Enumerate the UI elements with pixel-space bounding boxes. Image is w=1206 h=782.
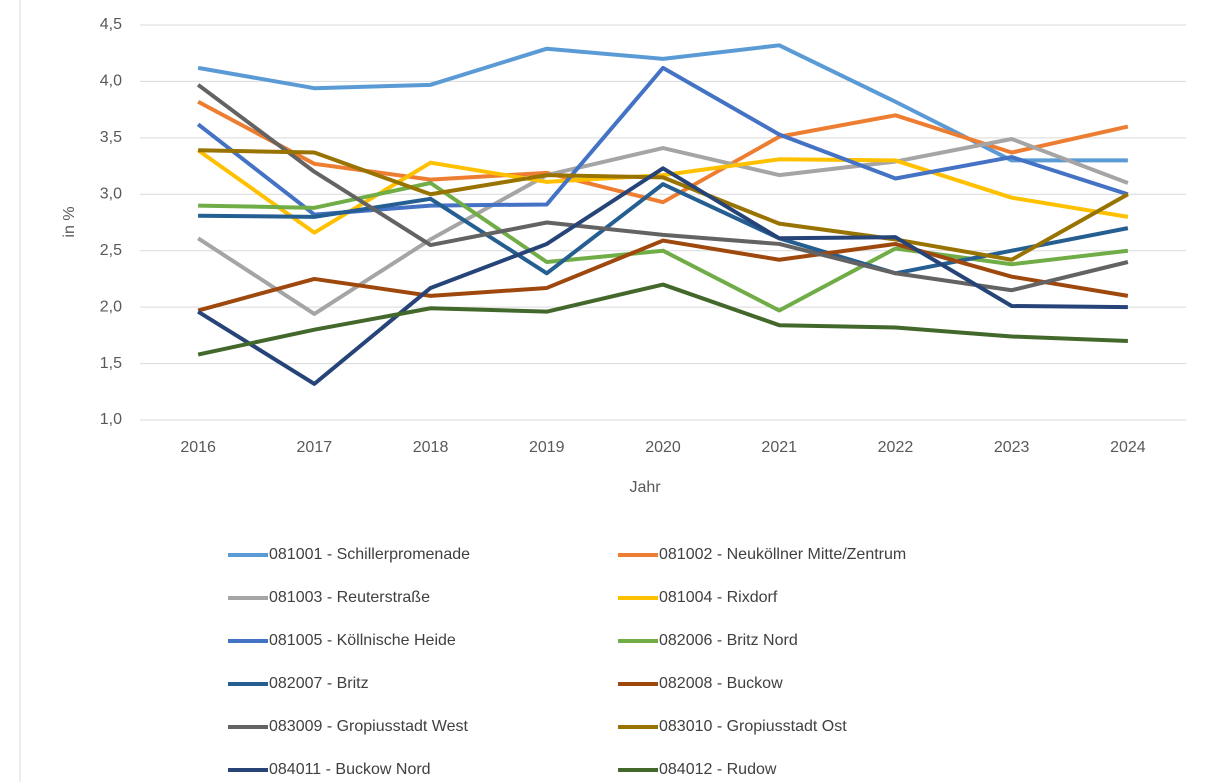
series-line	[198, 182, 1129, 276]
legend-label: 081001 - Schillerpromenade	[269, 546, 470, 563]
legend-label: 082006 - Britz Nord	[659, 632, 798, 649]
legend-label: 083010 - Gropiusstadt Ost	[659, 718, 847, 735]
y-tick-label: 1,0	[100, 411, 122, 428]
legend: 081001 - Schillerpromenade 081002 - Neukö…	[228, 546, 906, 778]
x-tick-label: 2023	[994, 439, 1030, 456]
series-line	[197, 136, 1129, 316]
y-tick-label: 4,5	[100, 16, 122, 33]
x-tick-label: 2019	[529, 439, 565, 456]
x-axis-label: Jahr	[629, 479, 661, 496]
series-line	[196, 65, 1129, 217]
x-tick-label: 2017	[297, 439, 333, 456]
legend-label: 083009 - Gropiusstadt West	[269, 718, 468, 735]
y-tick-label: 2,5	[100, 242, 122, 259]
series-line	[197, 238, 1129, 313]
legend-label: 081003 - Reuterstraße	[269, 589, 430, 606]
legend-label: 081002 - Neuköllner Mitte/Zentrum	[659, 546, 906, 563]
series-line	[198, 148, 1129, 262]
series-line	[197, 282, 1128, 357]
x-tick-label: 2024	[1110, 439, 1146, 456]
y-tick-label: 1,5	[100, 355, 122, 372]
x-tick-label: 2020	[645, 439, 681, 456]
legend-label: 084012 - Rudow	[659, 761, 777, 778]
x-tick-label: 2018	[413, 439, 449, 456]
legend-label: 082007 - Britz	[269, 675, 369, 692]
series-line	[197, 99, 1129, 205]
legend-label: 084011 - Buckow Nord	[269, 761, 431, 778]
series-line	[197, 166, 1128, 386]
legend-label: 082008 - Buckow	[659, 675, 783, 692]
legend-label: 081005 - Köllnische Heide	[269, 632, 456, 649]
y-tick-label: 4,0	[100, 73, 122, 90]
y-axis-label: in %	[61, 206, 78, 237]
y-tick-label: 2,0	[100, 298, 122, 315]
x-tick-label: 2022	[878, 439, 914, 456]
x-tick-label: 2021	[761, 439, 797, 456]
y-tick-label: 3,0	[100, 186, 122, 203]
legend-label: 081004 - Rixdorf	[659, 589, 778, 606]
y-tick-label: 3,5	[100, 129, 122, 146]
x-tick-label: 2016	[180, 439, 216, 456]
